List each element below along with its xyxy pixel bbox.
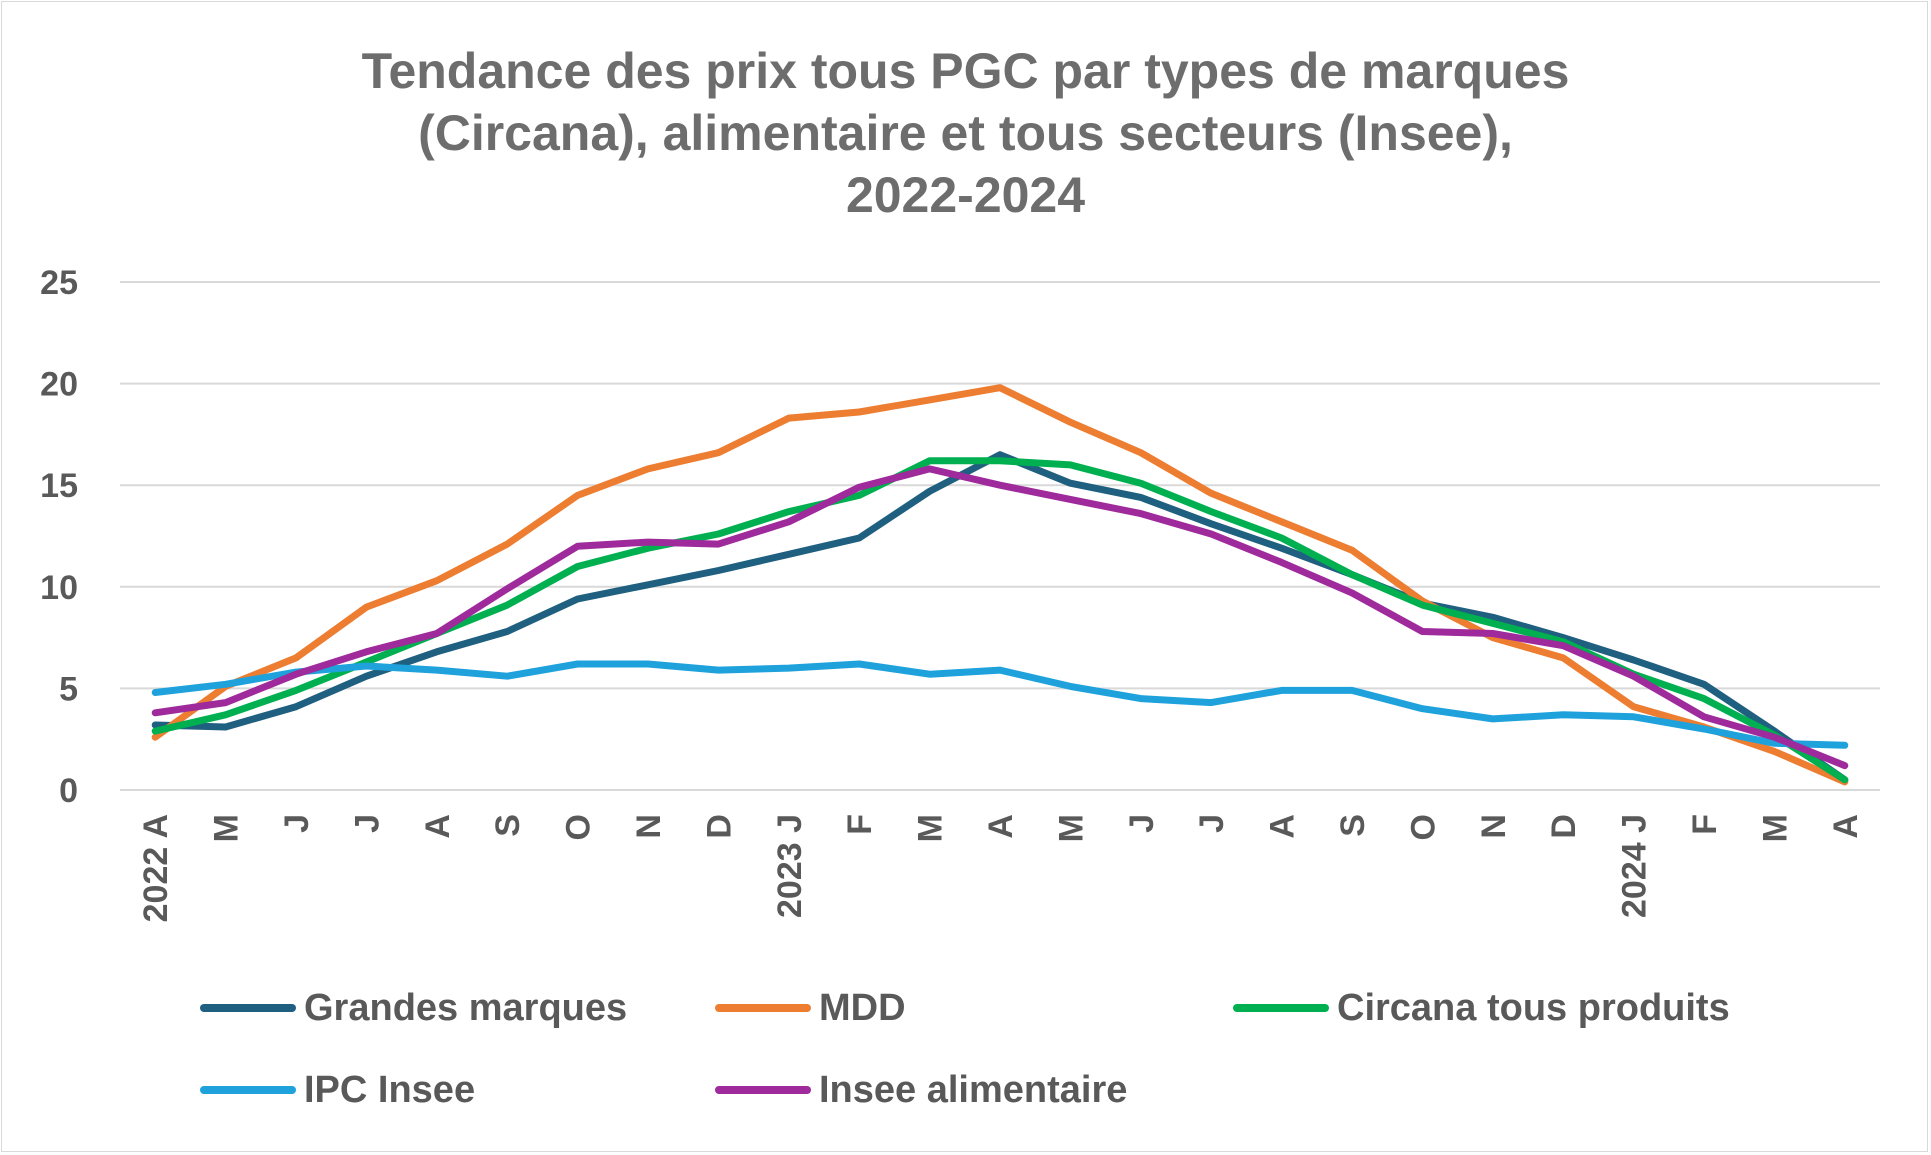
x-tick-label: J <box>1123 814 1161 833</box>
y-tick-label: 20 <box>40 366 78 404</box>
x-tick-label: N <box>1475 814 1513 839</box>
x-tick-label: J <box>1193 814 1231 833</box>
y-tick-label: 25 <box>40 264 78 302</box>
series-line-mdd <box>151 384 1849 786</box>
x-tick-label: D <box>700 814 738 839</box>
y-tick-label: 5 <box>59 670 78 708</box>
x-tick-label: 2023 J <box>771 814 809 918</box>
chart-title-line-2: (Circana), alimentaire et tous secteurs … <box>418 105 1513 161</box>
y-tick-label: 15 <box>40 467 78 505</box>
x-tick-label: S <box>489 814 527 837</box>
series-line-circana-tous-produits <box>151 457 1849 784</box>
x-tick-label: A <box>419 814 457 839</box>
x-tick-label: J <box>348 814 386 833</box>
x-axis-tick-labels: 2022 A M J J A S O N D 2023 J F M A M J J A S O N D 2024 J F M A <box>137 814 1865 922</box>
series-line-ipc-insee <box>151 660 1849 749</box>
x-tick-label: M <box>1052 814 1090 842</box>
x-tick-label: A <box>1827 814 1865 839</box>
x-tick-label: 2022 A <box>137 814 175 922</box>
x-tick-label: F <box>841 814 879 835</box>
x-tick-label: A <box>982 814 1020 839</box>
x-tick-label: D <box>1545 814 1583 839</box>
x-tick-label: F <box>1686 814 1724 835</box>
x-tick-label: M <box>208 814 246 842</box>
x-tick-label: M <box>1756 814 1794 842</box>
x-tick-label: O <box>560 814 598 840</box>
chart-title-line-3: 2022-2024 <box>845 167 1086 223</box>
x-tick-label: N <box>630 814 668 839</box>
chart-title-line-1: Tendance des prix tous PGC par types de … <box>361 43 1570 99</box>
x-tick-label: O <box>1404 814 1442 840</box>
x-tick-label: S <box>1334 814 1372 837</box>
y-tick-label: 10 <box>40 569 78 607</box>
x-tick-label: A <box>1264 814 1302 839</box>
x-tick-label: 2024 J <box>1616 814 1654 918</box>
y-axis-tick-labels: 0 5 10 15 20 25 <box>40 264 78 810</box>
series-lines <box>151 384 1849 786</box>
x-tick-label: M <box>912 814 950 842</box>
series-line-grandes-marques <box>151 451 1849 784</box>
y-tick-label: 0 <box>59 772 78 810</box>
chart-title: Tendance des prix tous PGC par types de … <box>0 40 1931 226</box>
series-line-insee-alimentaire <box>151 465 1849 770</box>
x-tick-label: J <box>278 814 316 833</box>
